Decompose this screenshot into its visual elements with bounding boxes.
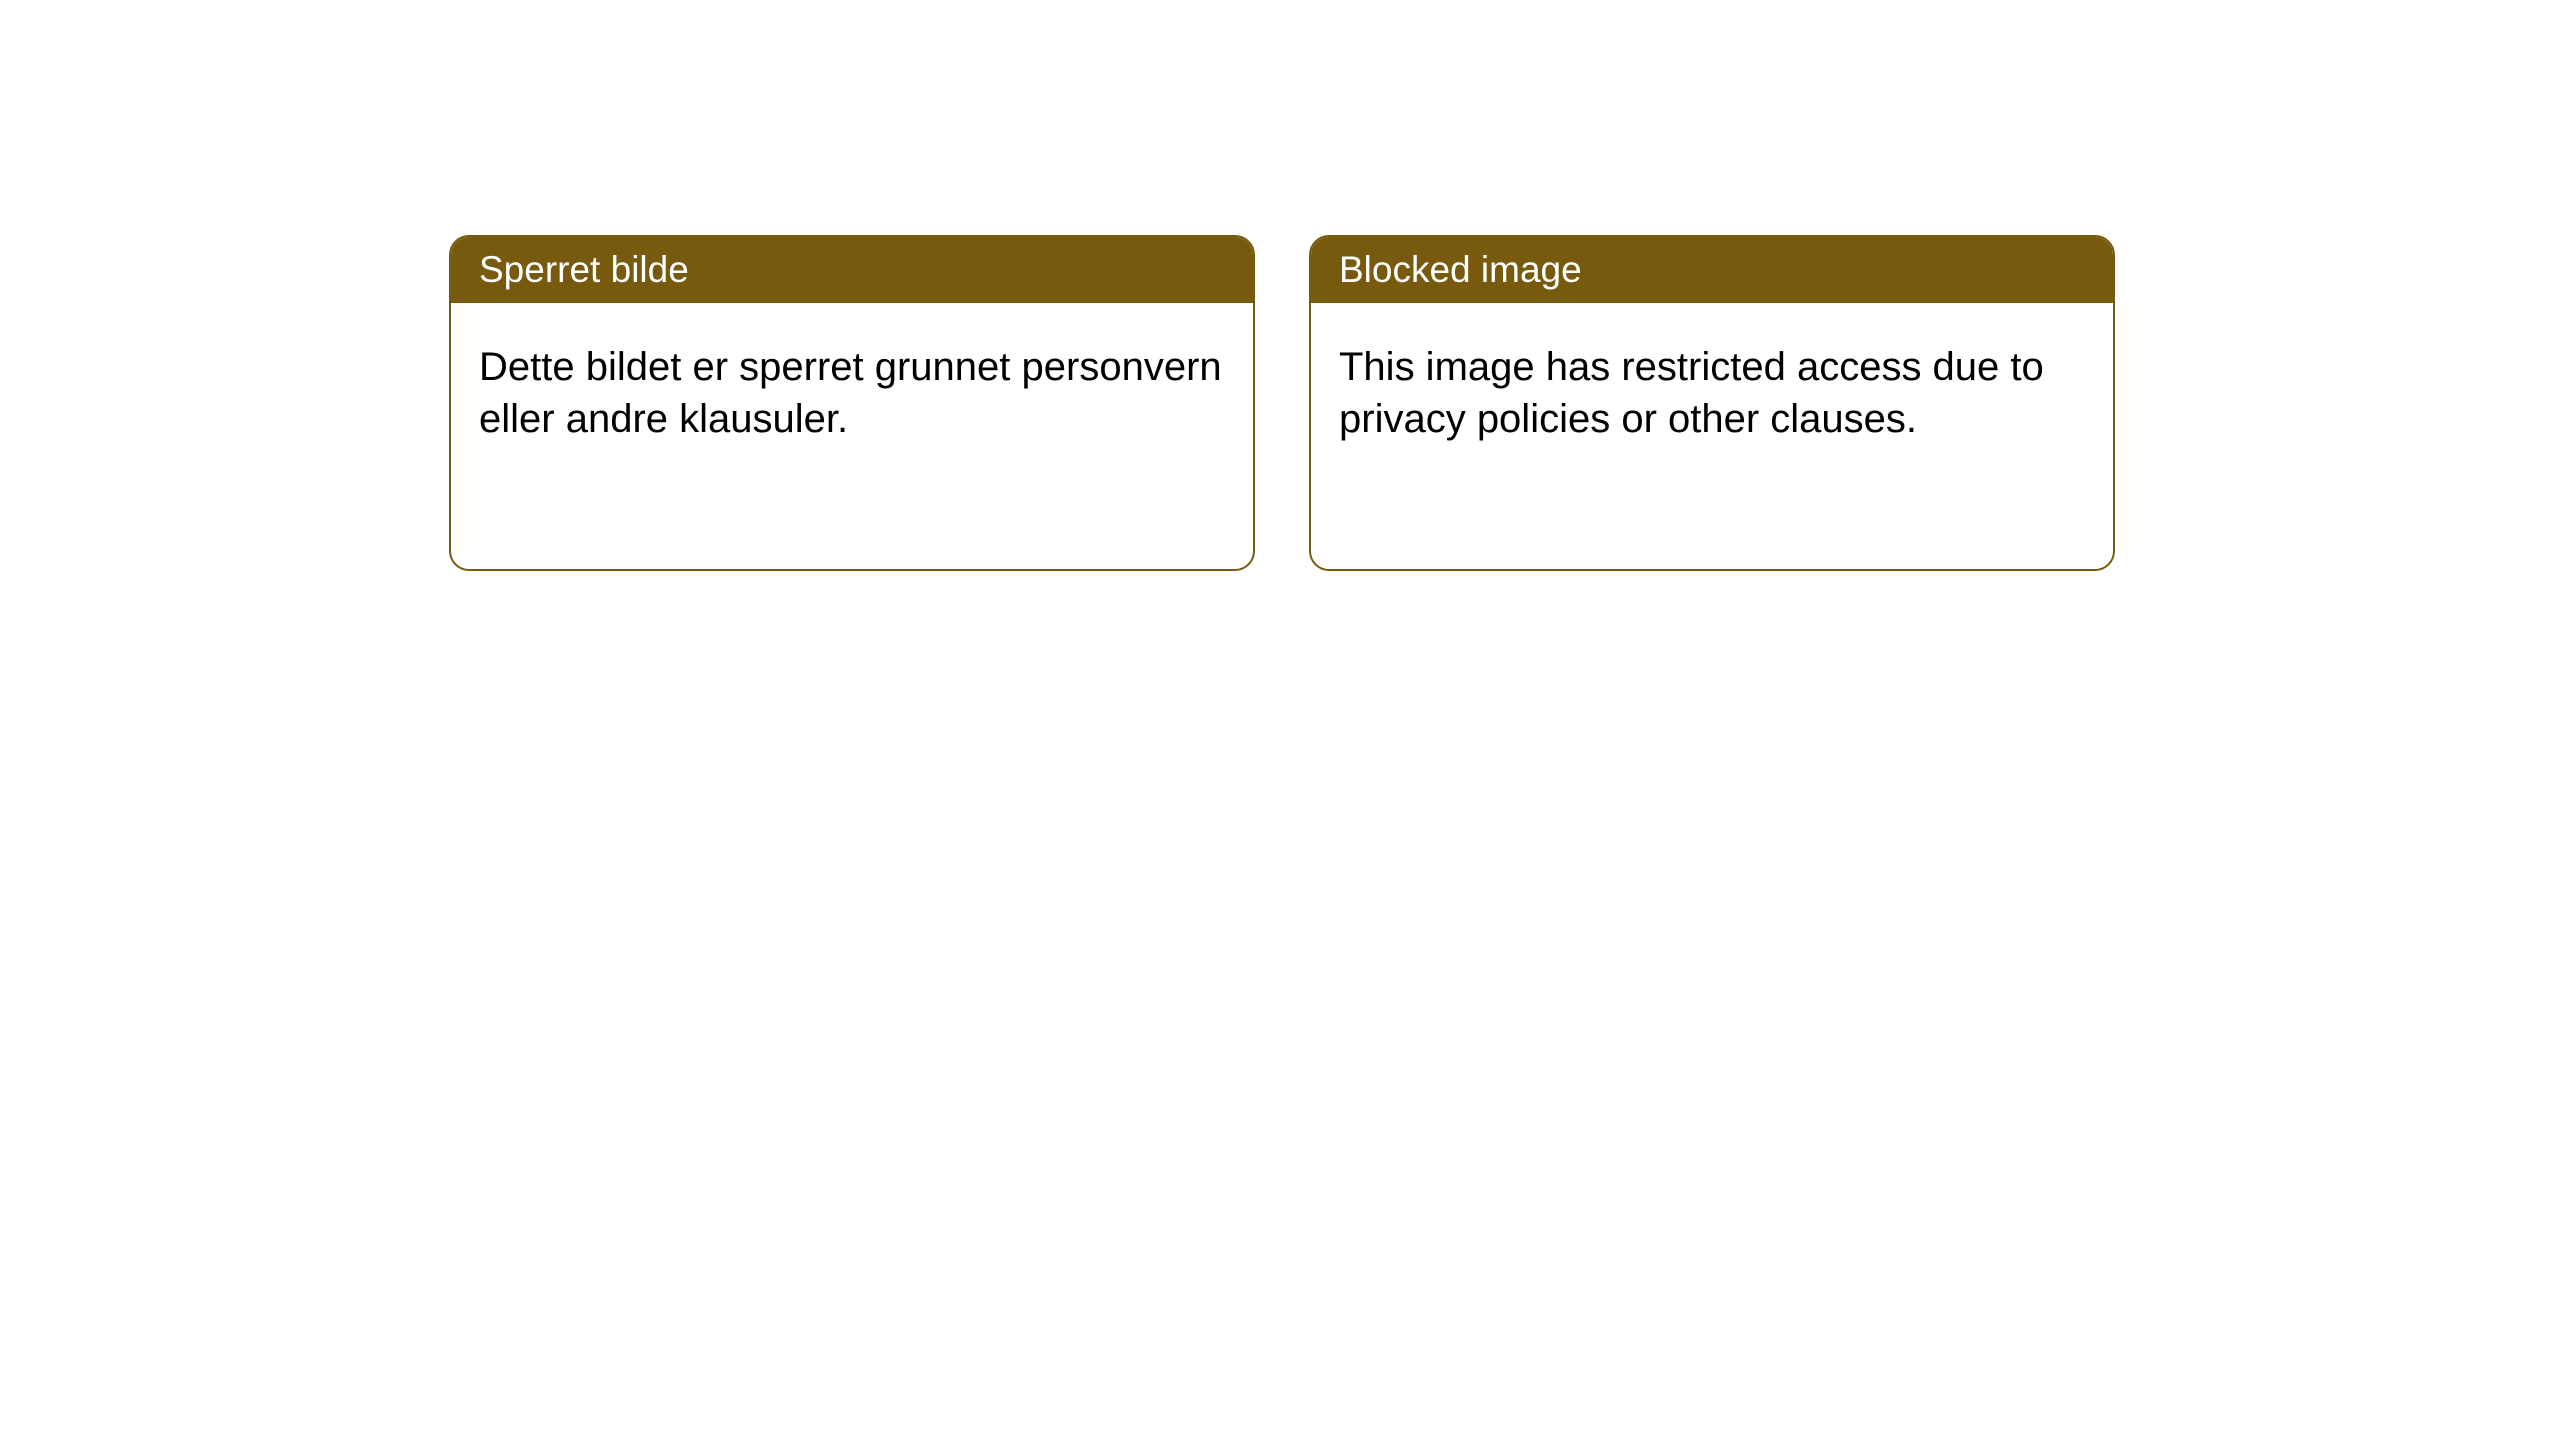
blocked-image-card-no: Sperret bilde Dette bildet er sperret gr…	[449, 235, 1255, 571]
card-title-no: Sperret bilde	[479, 249, 689, 290]
card-body-en: This image has restricted access due to …	[1311, 303, 2113, 483]
card-body-no: Dette bildet er sperret grunnet personve…	[451, 303, 1253, 483]
card-body-text-no: Dette bildet er sperret grunnet personve…	[479, 345, 1222, 441]
card-body-text-en: This image has restricted access due to …	[1339, 345, 2044, 441]
cards-container: Sperret bilde Dette bildet er sperret gr…	[449, 235, 2115, 571]
card-title-en: Blocked image	[1339, 249, 1582, 290]
card-header-no: Sperret bilde	[451, 237, 1253, 303]
blocked-image-card-en: Blocked image This image has restricted …	[1309, 235, 2115, 571]
card-header-en: Blocked image	[1311, 237, 2113, 303]
